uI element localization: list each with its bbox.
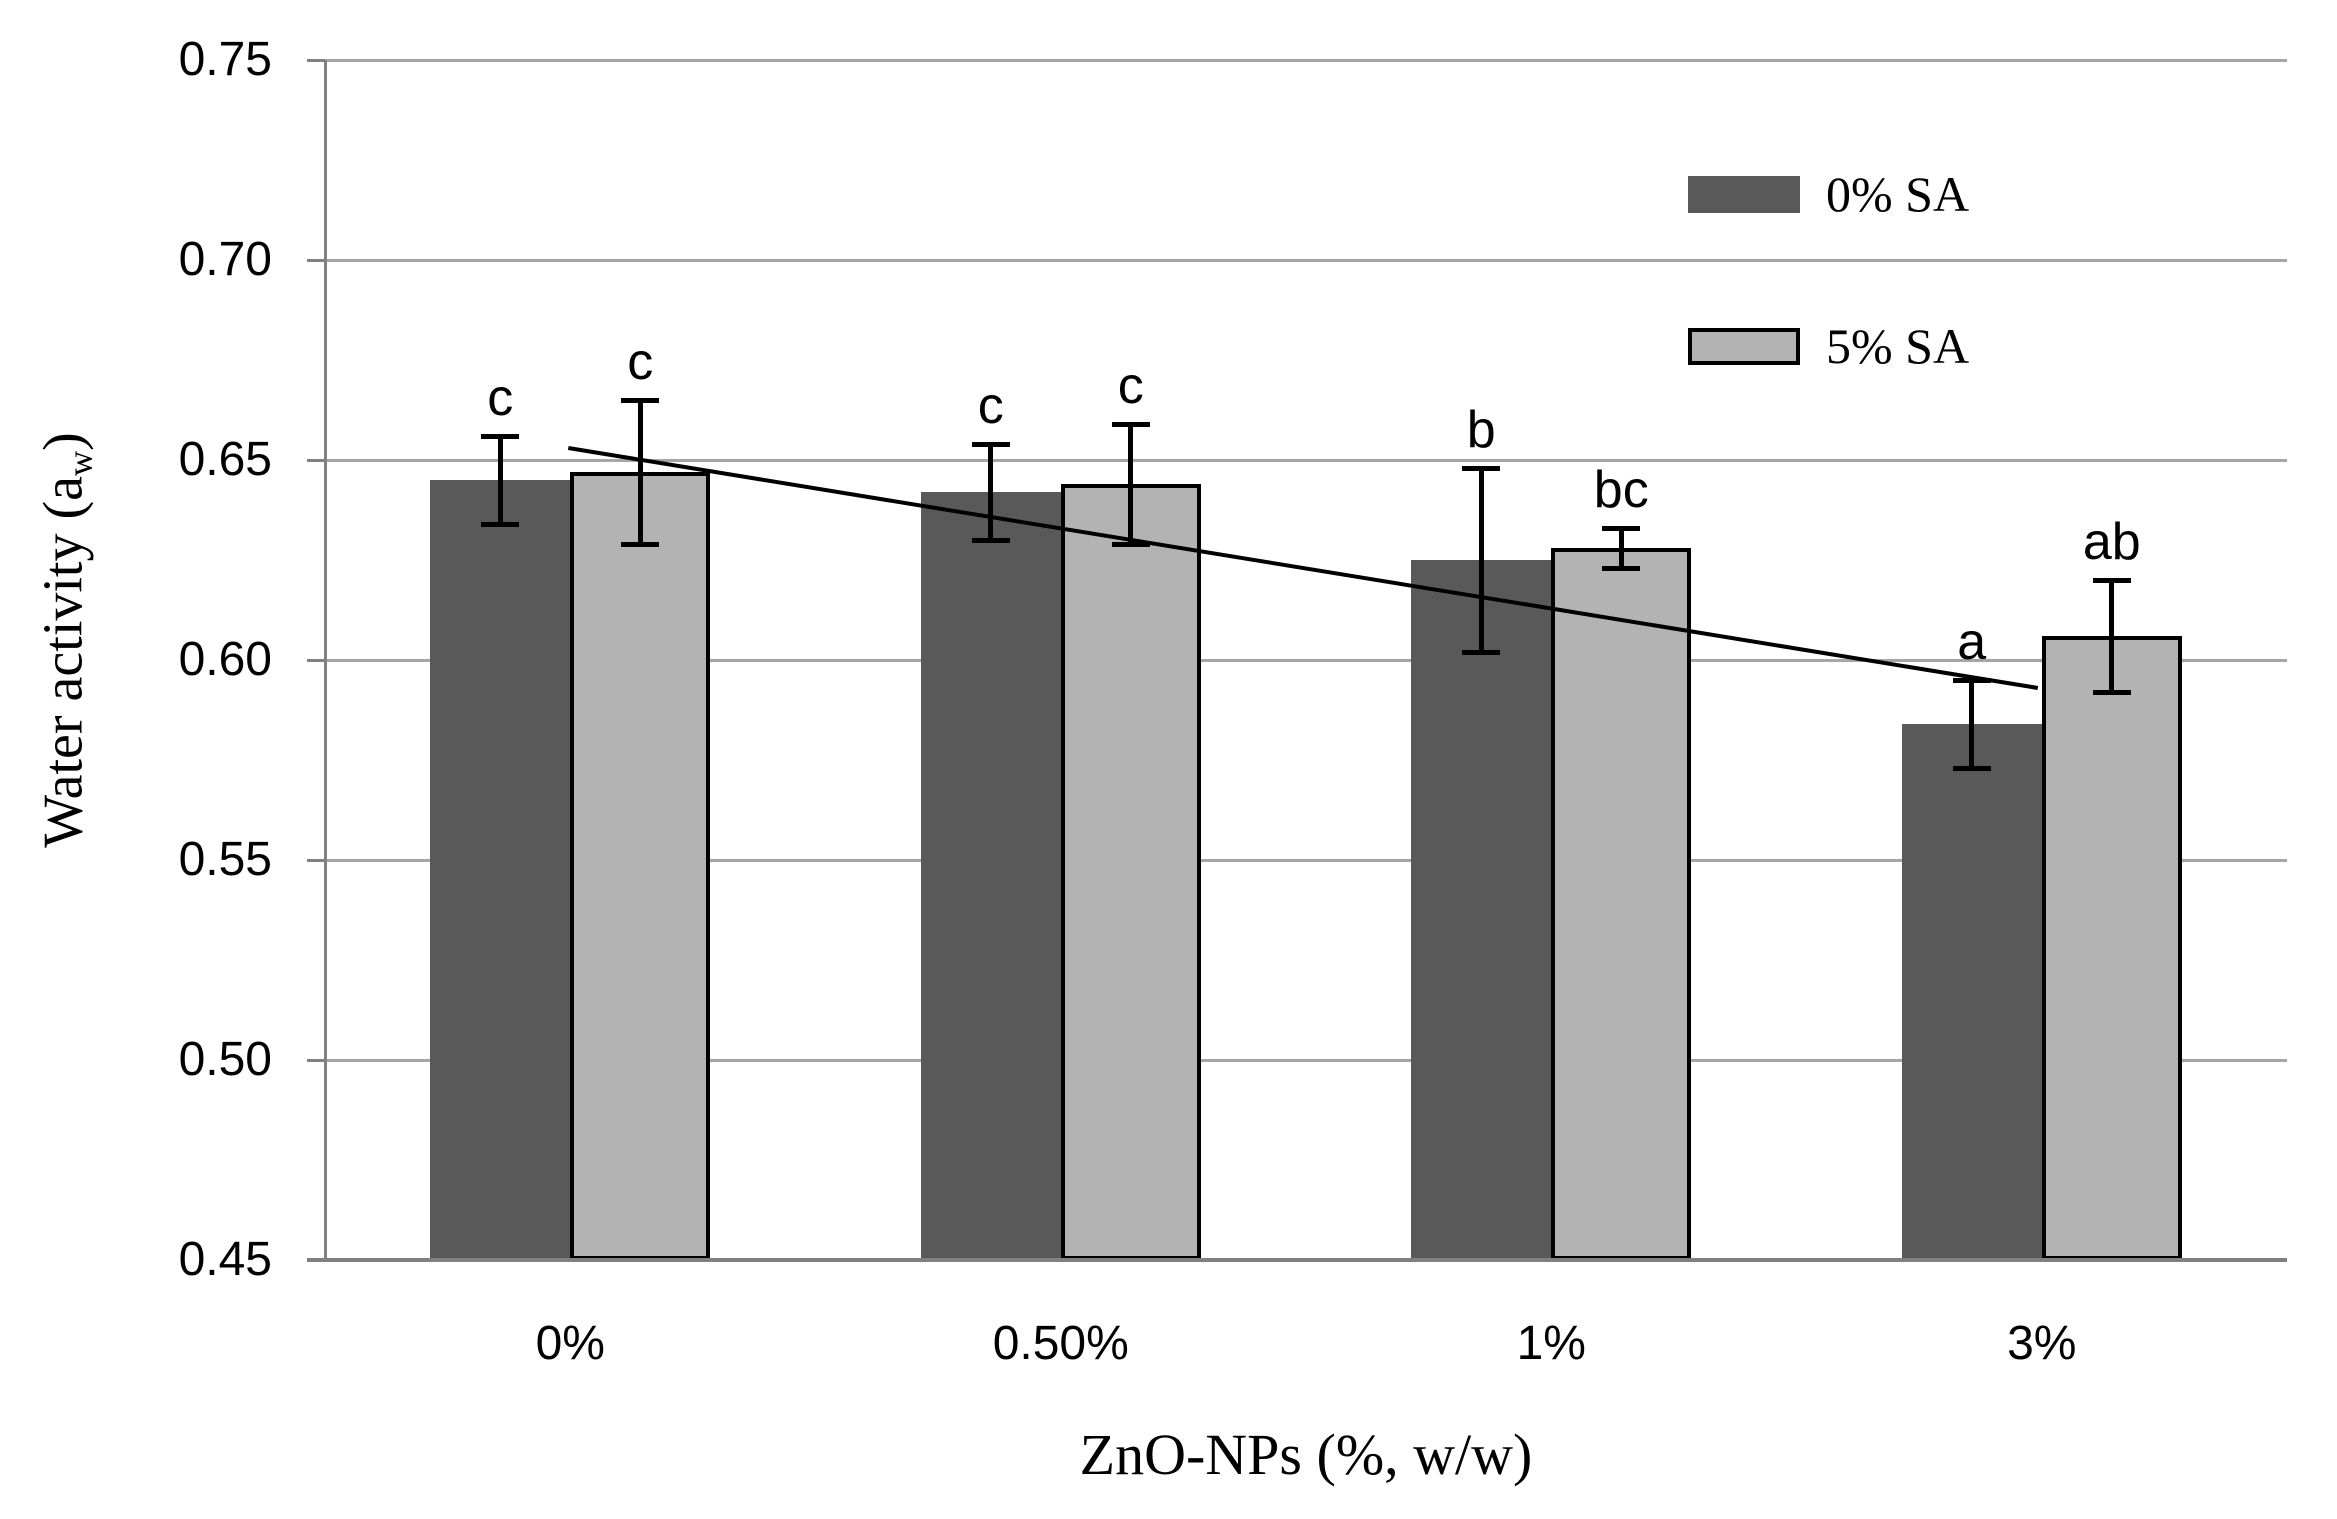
error-bar-cap-bottom-1% <box>1602 565 1641 571</box>
x-tick-label: 0% <box>535 1317 605 1370</box>
error-bar-line-3% <box>2109 580 2115 692</box>
error-bar-line-1% <box>1478 468 1484 652</box>
error-bar-cap-top-1% <box>1462 465 1501 471</box>
error-bar-line-0.50% <box>1128 424 1134 544</box>
y-axis-tick <box>307 658 325 662</box>
sig-letter-light-3%: ab <box>2082 513 2141 571</box>
legend-label-0pct-sa: 0% SA <box>1826 166 1970 222</box>
y-tick-label: 0.60 <box>178 633 272 686</box>
error-bar-line-3% <box>1969 680 1975 768</box>
error-bar-cap-bottom-0% <box>481 521 520 527</box>
sig-letter-light-0.50%: c <box>1117 357 1144 415</box>
legend-label-5pct-sa: 5% SA <box>1826 318 1970 374</box>
legend: 0% SA 5% SA <box>1688 165 2108 395</box>
gridline <box>325 458 2287 462</box>
sig-letter-dark-0%: c <box>487 369 514 427</box>
x-tick-label: 0.50% <box>992 1317 1129 1370</box>
y-axis-tick <box>307 1058 325 1062</box>
sig-letter-dark-0.50%: c <box>977 377 1004 435</box>
error-bar-cap-top-1% <box>1602 525 1641 531</box>
error-bar-cap-bottom-0% <box>621 541 660 547</box>
sig-letter-light-1%: bc <box>1593 461 1649 519</box>
error-bar-cap-top-0.50% <box>971 441 1010 447</box>
error-bar-cap-top-3% <box>1952 677 1991 683</box>
legend-swatch-0pct-sa <box>1688 175 1800 213</box>
bar-dark-1% <box>1411 560 1552 1260</box>
error-bar-cap-top-0% <box>621 397 660 403</box>
error-bar-cap-bottom-3% <box>1952 765 1991 771</box>
gridline <box>325 858 2287 862</box>
x-tick-label: 3% <box>2007 1317 2077 1370</box>
error-bar-line-1% <box>1618 528 1624 568</box>
x-axis-line <box>307 1258 2287 1262</box>
sig-letter-dark-1%: b <box>1466 401 1496 459</box>
sig-letter-dark-3%: a <box>1957 613 1987 671</box>
y-axis-tick <box>307 58 325 62</box>
error-bar-line-0% <box>497 436 503 524</box>
x-axis-title: ZnO-NPs (%, w/w) <box>1079 1422 1533 1487</box>
sig-letter-light-0%: c <box>627 333 654 391</box>
bar-light-0.50% <box>1060 484 1201 1260</box>
y-tick-label: 0.55 <box>178 833 272 886</box>
error-bar-cap-bottom-3% <box>2092 689 2131 695</box>
y-tick-label: 0.70 <box>178 233 272 286</box>
bar-light-0% <box>570 472 711 1260</box>
trend-line <box>567 446 2039 690</box>
gridline <box>325 1058 2287 1062</box>
bar-dark-0.50% <box>920 492 1061 1260</box>
bar-dark-3% <box>1901 724 2042 1260</box>
y-axis-tick <box>307 258 325 262</box>
legend-item-5pct-sa: 5% SA <box>1688 317 1969 375</box>
y-tick-label: 0.50 <box>178 1033 272 1086</box>
error-bar-cap-top-0.50% <box>1111 421 1150 427</box>
gridline <box>325 658 2287 662</box>
x-tick-label: 1% <box>1516 1317 1586 1370</box>
error-bar-line-0.50% <box>988 444 994 540</box>
error-bar-line-0% <box>637 400 643 544</box>
y-axis-tick <box>307 858 325 862</box>
y-axis-tick <box>307 458 325 462</box>
y-axis-tick <box>307 1258 325 1262</box>
error-bar-cap-bottom-0.50% <box>971 537 1010 543</box>
y-axis-line <box>323 60 327 1262</box>
legend-item-0pct-sa: 0% SA <box>1688 165 1969 223</box>
y-tick-label: 0.75 <box>178 33 272 86</box>
gridline <box>325 258 2287 262</box>
legend-swatch-5pct-sa <box>1688 327 1800 365</box>
error-bar-cap-top-0% <box>481 433 520 439</box>
gridline <box>325 58 2287 62</box>
error-bar-cap-top-3% <box>2092 577 2131 583</box>
y-tick-label: 0.45 <box>178 1233 272 1286</box>
error-bar-cap-bottom-1% <box>1462 649 1501 655</box>
bar-dark-0% <box>430 480 571 1260</box>
y-tick-label: 0.65 <box>178 433 272 486</box>
error-bar-cap-bottom-0.50% <box>1111 541 1150 547</box>
bar-light-3% <box>2041 636 2182 1260</box>
